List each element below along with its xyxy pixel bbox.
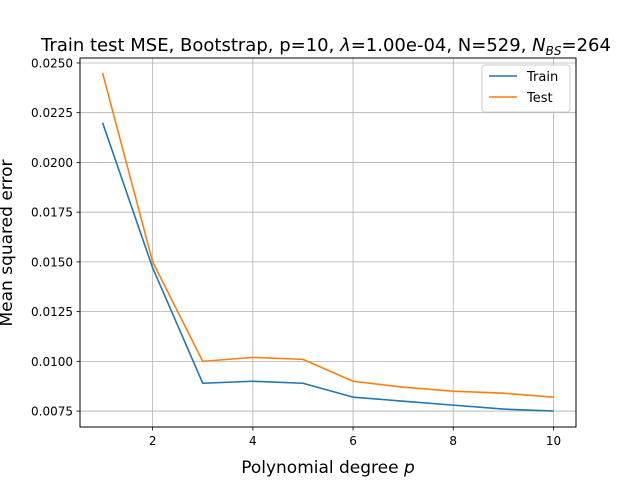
grid <box>80 58 576 427</box>
x-tick-label: 10 <box>546 434 561 448</box>
y-tick-label: 0.0175 <box>31 206 73 220</box>
y-tick-label: 0.0250 <box>31 56 73 70</box>
x-tick-label: 8 <box>449 434 457 448</box>
legend: Train Test <box>481 64 571 113</box>
y-tick-label: 0.0125 <box>31 305 73 319</box>
series-lines <box>101 72 554 412</box>
y-axis-title: Mean squared error <box>0 160 17 327</box>
y-tick-label: 0.0200 <box>31 156 73 170</box>
series-line-train <box>101 122 554 412</box>
legend-train-label: Train <box>526 70 558 85</box>
y-tick-label: 0.0075 <box>31 405 73 419</box>
axis-ticks: 2 4 6 8 10 0.0075 0.0100 0.0125 0.0150 0.0175 0.02… <box>31 56 561 448</box>
x-tick-label: 2 <box>149 434 157 448</box>
x-axis-title: Polynomial degree p <box>241 458 415 478</box>
y-tick-label: 0.0150 <box>31 255 73 269</box>
x-tick-label: 4 <box>249 434 257 448</box>
y-tick-label: 0.0100 <box>31 355 73 369</box>
x-tick-label: 6 <box>349 434 357 448</box>
chart-title: Train test MSE, Bootstrap, p=10, λ=1.00e… <box>40 35 611 58</box>
plot-frame <box>79 57 577 428</box>
series-line-test <box>101 72 554 398</box>
legend-test-label: Test <box>526 91 553 106</box>
y-tick-label: 0.0225 <box>31 106 73 120</box>
